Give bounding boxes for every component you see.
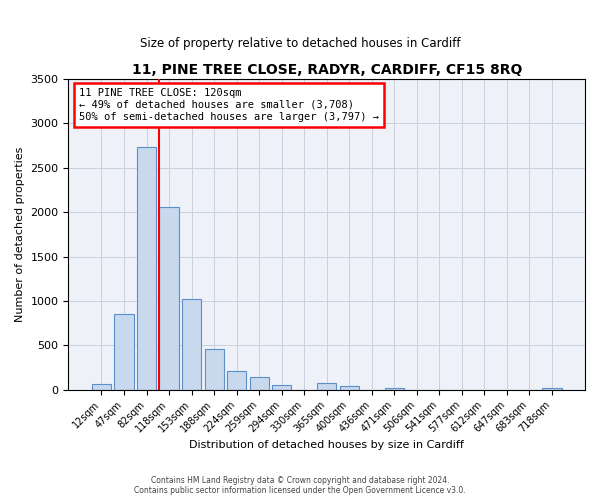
Bar (160, 207, 179, 390)
Text: Contains HM Land Registry data © Crown copyright and database right 2024.
Contai: Contains HM Land Registry data © Crown c… (134, 476, 466, 495)
Bar (205, 350, 224, 390)
Text: 11 PINE TREE CLOSE: 120sqm
← 49% of detached houses are smaller (3,708)
50% of s: 11 PINE TREE CLOSE: 120sqm ← 49% of deta… (79, 88, 379, 122)
Bar (385, 388, 404, 390)
Bar (115, 314, 134, 390)
Y-axis label: Number of detached properties: Number of detached properties (15, 146, 25, 322)
Bar (92, 384, 111, 390)
Bar (542, 388, 562, 390)
Text: Size of property relative to detached houses in Cardiff: Size of property relative to detached ho… (140, 37, 460, 50)
Bar (137, 148, 156, 390)
Bar (182, 299, 201, 390)
Bar (340, 386, 359, 390)
Bar (227, 371, 246, 390)
Bar (250, 377, 269, 390)
Title: 11, PINE TREE CLOSE, RADYR, CARDIFF, CF15 8RQ: 11, PINE TREE CLOSE, RADYR, CARDIFF, CF1… (131, 62, 522, 76)
X-axis label: Distribution of detached houses by size in Cardiff: Distribution of detached houses by size … (189, 440, 464, 450)
Bar (272, 385, 291, 390)
Bar (317, 383, 336, 390)
